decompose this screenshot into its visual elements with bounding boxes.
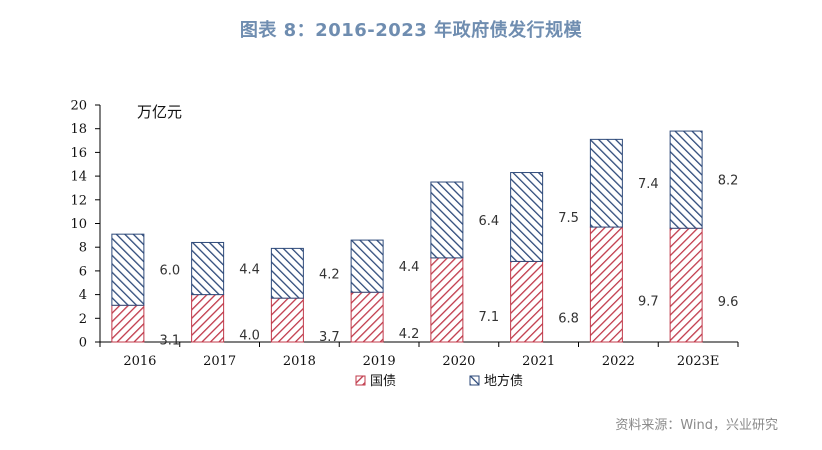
- data-label: 6.0: [160, 264, 181, 279]
- y-tick-label: 8: [79, 241, 87, 256]
- legend: 国债 地方债: [355, 373, 523, 389]
- x-tick-label: 2020: [442, 354, 475, 369]
- data-label: 4.0: [239, 328, 260, 343]
- data-label: 4.4: [239, 263, 260, 278]
- y-tick-label: 14: [70, 170, 87, 185]
- data-label: 4.2: [319, 267, 340, 282]
- bar-chart: 0 2 4 6 8 10 12 14 16 18 20 2016 2017 2018 2019 2020 202…: [70, 99, 739, 389]
- axes: 0 2 4 6 8 10 12 14 16 18 20 2016 2017 2018 2019 2020 202…: [70, 99, 739, 369]
- y-tick-label: 16: [70, 146, 87, 161]
- data-labels: 3.1 6.0 4.0 4.4 3.7 4.2 4.2 4.4 7.1 6.4 6.8 7.5 9.7 7…: [160, 174, 739, 349]
- data-label: 9.6: [718, 295, 739, 310]
- x-tick-label: 2018: [283, 354, 316, 369]
- x-tick-label: 2016: [123, 354, 156, 369]
- bar-segment-difangzhai: [589, 138, 623, 228]
- bar-segment-difangzhai: [111, 233, 145, 306]
- y-tick-label: 12: [70, 193, 87, 208]
- legend-label: 地方债: [484, 373, 523, 389]
- bar-segment-guozhai: [350, 291, 384, 343]
- bar-segment-guozhai: [589, 226, 623, 343]
- x-tick-label: 2023E: [677, 354, 720, 369]
- bar-segment-guozhai: [430, 257, 464, 343]
- bar-segment-guozhai: [669, 227, 703, 343]
- y-tick-label: 4: [79, 288, 87, 303]
- x-tick-label: 2021: [522, 354, 555, 369]
- bar-segment-guozhai: [111, 304, 145, 343]
- data-label: 6.8: [558, 312, 579, 327]
- data-label: 7.5: [558, 211, 579, 226]
- legend-swatch-difangzhai: [469, 375, 480, 386]
- source-note: 资料来源：Wind，兴业研究: [615, 418, 778, 433]
- chart-title: 图表 8：2016-2023 年政府债发行规模: [239, 20, 583, 41]
- legend-swatch-guozhai: [355, 375, 366, 386]
- data-label: 3.7: [319, 330, 340, 345]
- data-label: 3.1: [160, 334, 181, 349]
- data-label: 7.4: [638, 177, 659, 192]
- y-tick-label: 20: [70, 99, 87, 114]
- y-tick-label: 2: [79, 312, 87, 327]
- bar-segment-guozhai: [270, 297, 304, 343]
- x-tick-label: 2019: [363, 354, 396, 369]
- bar-segment-difangzhai: [270, 247, 304, 299]
- bar-segment-difangzhai: [510, 172, 544, 262]
- data-label: 6.4: [479, 214, 500, 229]
- legend-label: 国债: [370, 374, 396, 389]
- y-tick-label: 18: [70, 122, 87, 137]
- bar-segment-guozhai: [510, 260, 544, 343]
- bar-segment-difangzhai: [350, 239, 384, 293]
- data-label: 7.1: [479, 310, 500, 325]
- y-tick-label: 10: [70, 217, 87, 232]
- data-label: 4.2: [399, 327, 420, 342]
- bars: [111, 130, 703, 343]
- unit-label: 万亿元: [137, 103, 182, 121]
- bar-segment-guozhai: [191, 294, 225, 343]
- x-tick-label: 2017: [203, 354, 236, 369]
- data-label: 8.2: [718, 174, 739, 189]
- bar-segment-difangzhai: [191, 241, 225, 296]
- data-label: 4.4: [399, 260, 420, 275]
- y-tick-label: 6: [79, 264, 87, 279]
- y-tick-label: 0: [79, 336, 87, 351]
- x-tick-label: 2022: [602, 354, 635, 369]
- bar-segment-difangzhai: [430, 181, 464, 259]
- bar-segment-difangzhai: [669, 130, 703, 229]
- data-label: 9.7: [638, 295, 659, 310]
